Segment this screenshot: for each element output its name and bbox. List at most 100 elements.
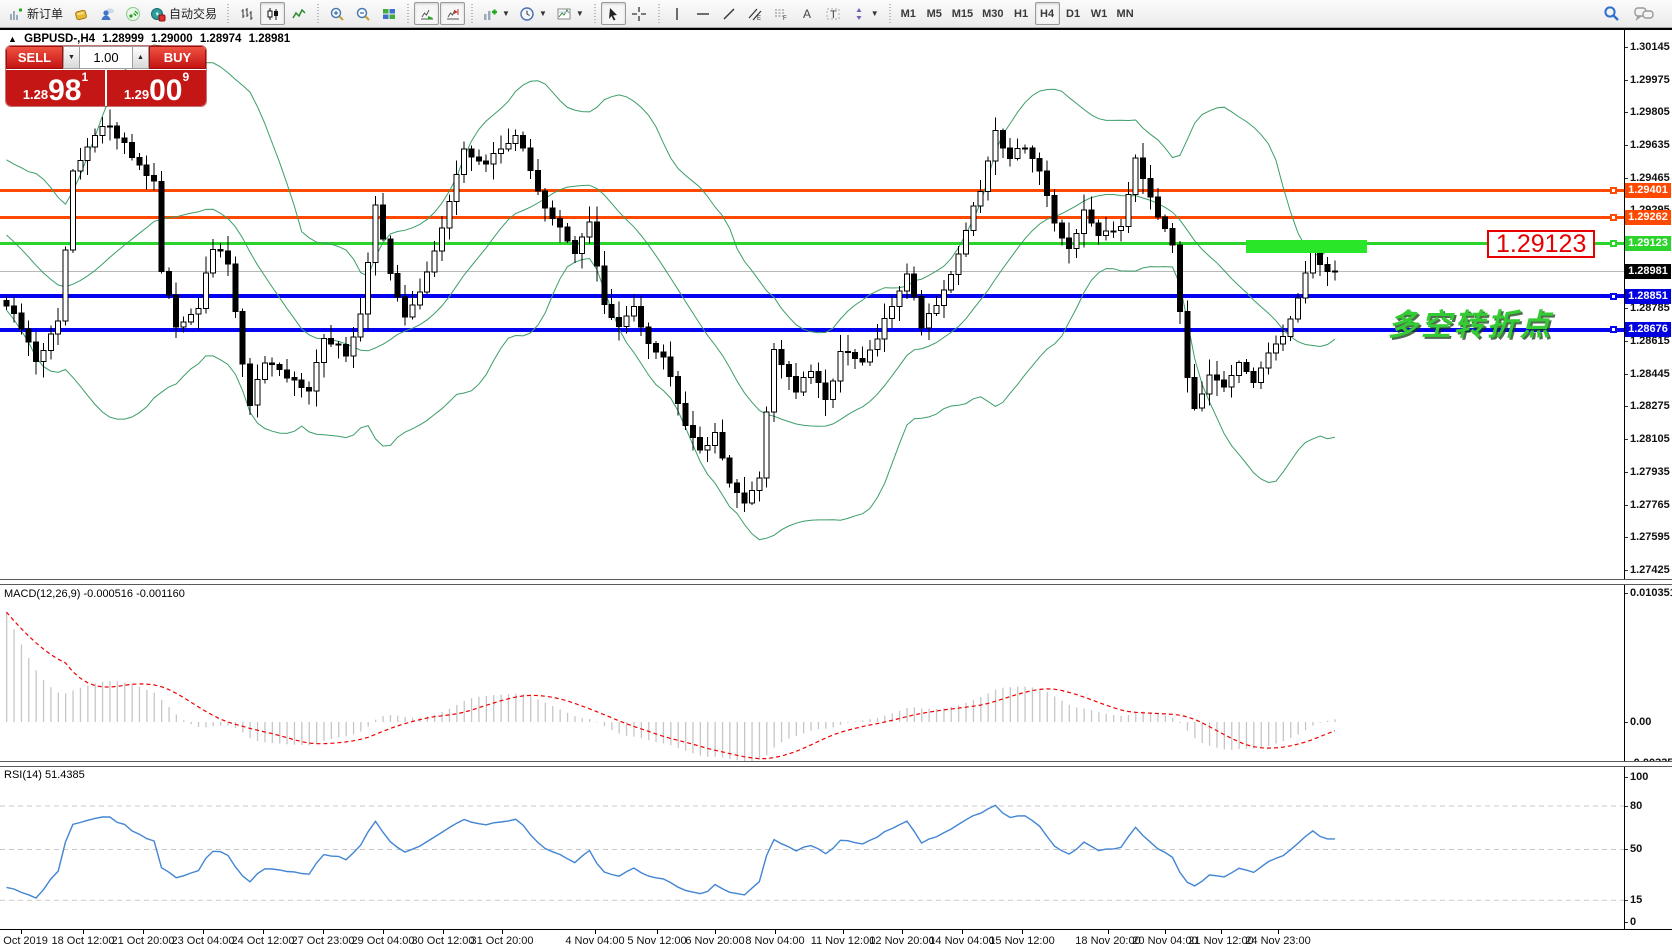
candlestick	[1184, 311, 1191, 378]
candlestick	[719, 432, 726, 459]
macd-histogram-bar	[994, 689, 997, 722]
volume-input[interactable]	[80, 46, 132, 69]
new-order-button[interactable]: 新订单	[4, 2, 67, 25]
price-tick-label: 1.27935	[1630, 465, 1670, 478]
macd-histogram-bar	[205, 722, 207, 728]
macd-histogram-bar	[190, 722, 192, 725]
candlestick	[822, 382, 829, 401]
periods-button[interactable]: ▼	[515, 2, 551, 25]
chat-button[interactable]	[1630, 2, 1658, 25]
timeframe-D1[interactable]: D1	[1061, 2, 1086, 25]
candlestick	[431, 250, 438, 273]
autotrading-button[interactable]: 自动交易	[146, 2, 221, 25]
timeframe-label: M15	[951, 7, 974, 20]
price-tick-dash	[1624, 504, 1628, 506]
timeframe-M1[interactable]: M1	[896, 2, 921, 25]
zoom-in-button[interactable]	[324, 2, 349, 25]
fibonacci-button[interactable]: F	[769, 2, 794, 25]
bar-chart-button[interactable]	[234, 2, 259, 25]
candlestick	[1258, 367, 1265, 384]
macd-panel-splitter[interactable]	[0, 579, 1672, 585]
horizontal-level-line[interactable]	[0, 188, 1624, 192]
timeframe-M5[interactable]: M5	[922, 2, 947, 25]
tile-windows-button[interactable]	[376, 2, 401, 25]
macd-histogram-bar	[921, 708, 923, 722]
macd-histogram-bar	[242, 722, 244, 733]
line-chart-button[interactable]	[286, 2, 311, 25]
zoom-out-button[interactable]	[350, 2, 375, 25]
macd-tick-dash	[1624, 721, 1628, 723]
macd-histogram-bar	[566, 712, 569, 722]
sell-price-display[interactable]: 1.28 98 1	[6, 70, 105, 106]
bull-bear-turning-point-annotation[interactable]: 多空转折点	[1388, 309, 1553, 342]
buy-button[interactable]: BUY	[149, 46, 206, 69]
cursor-button[interactable]	[600, 2, 626, 25]
price-tag: 1.28676	[1625, 322, 1671, 338]
equidistant-channel-button[interactable]: E	[743, 2, 768, 25]
macd-histogram-bar	[662, 722, 665, 744]
indicators-button[interactable]: ▼	[478, 2, 514, 25]
text-label-button[interactable]: T	[821, 2, 846, 25]
macd-histogram-bar	[1031, 687, 1034, 722]
text-button[interactable]: A	[795, 2, 820, 25]
templates-button[interactable]: ▼	[552, 2, 588, 25]
market-watch-button[interactable]	[68, 2, 93, 25]
timeframe-M30[interactable]: M30	[978, 2, 1007, 25]
macd-histogram-bar	[323, 722, 325, 742]
timeframe-H4[interactable]: H4	[1034, 2, 1060, 25]
timeframe-W1[interactable]: W1	[1087, 2, 1112, 25]
horizontal-level-line[interactable]	[0, 327, 1624, 332]
sell-button[interactable]: SELL	[6, 46, 63, 69]
price-axis[interactable]	[1625, 30, 1672, 929]
macd-histogram-bar	[279, 722, 281, 744]
trendline-button[interactable]	[717, 2, 742, 25]
candlestick	[763, 411, 770, 479]
timeframe-M15[interactable]: M15	[948, 2, 977, 25]
sell-price-big: 98	[48, 73, 82, 106]
macd-histogram-bar	[220, 722, 222, 726]
rsi-panel-splitter[interactable]	[0, 761, 1672, 767]
symbol-menu-marker[interactable]: ▲	[8, 34, 17, 44]
hline-anchor-handle[interactable]	[1610, 186, 1617, 194]
hline-anchor-handle[interactable]	[1610, 292, 1617, 300]
search-button[interactable]	[1599, 2, 1624, 25]
timeframe-MN[interactable]: MN	[1113, 2, 1138, 25]
bid-price-line[interactable]	[0, 270, 1624, 272]
candlestick	[1095, 222, 1102, 237]
buy-price-prefix: 1.29	[123, 87, 150, 102]
horizontal-level-line[interactable]	[0, 242, 1624, 246]
candlestick	[1147, 178, 1154, 198]
macd-histogram-bar	[168, 707, 170, 722]
arrows-button[interactable]: ▼	[847, 2, 883, 25]
hline-anchor-handle[interactable]	[1610, 326, 1617, 334]
price-level-callout[interactable]: 1.29123	[1487, 229, 1596, 258]
signals-button[interactable]	[120, 2, 145, 25]
volume-decrease-button[interactable]: ▼	[63, 46, 80, 69]
time-tick	[595, 930, 596, 934]
dropdown-caret-icon: ▼	[870, 9, 879, 18]
price-tick-label: 1.27425	[1630, 563, 1670, 576]
volume-increase-button[interactable]: ▲	[132, 46, 149, 69]
time-label: 6 Nov 20:00	[685, 935, 745, 947]
candlestick-chart-button[interactable]	[260, 2, 286, 25]
auto-scroll-button[interactable]	[414, 2, 440, 25]
macd-histogram-bar	[6, 612, 8, 722]
timeframe-H1[interactable]: H1	[1009, 2, 1034, 25]
supply-zone-rectangle[interactable]	[1246, 239, 1367, 253]
macd-histogram-bar	[367, 722, 369, 727]
horizontal-level-line[interactable]	[0, 215, 1624, 219]
hline-anchor-handle[interactable]	[1610, 240, 1617, 248]
svg-text:E: E	[757, 16, 761, 22]
crosshair-button[interactable]	[627, 2, 652, 25]
horizontal-line-button[interactable]	[691, 2, 716, 25]
horizontal-level-line[interactable]	[0, 294, 1624, 299]
buy-price-display[interactable]: 1.29 00 9	[107, 70, 206, 106]
community-button[interactable]	[94, 2, 119, 25]
hline-anchor-handle[interactable]	[1610, 213, 1617, 221]
vertical-line-button[interactable]	[665, 2, 690, 25]
candlestick	[151, 175, 158, 182]
chart-shift-button[interactable]	[440, 2, 466, 25]
time-tick	[1022, 930, 1023, 934]
